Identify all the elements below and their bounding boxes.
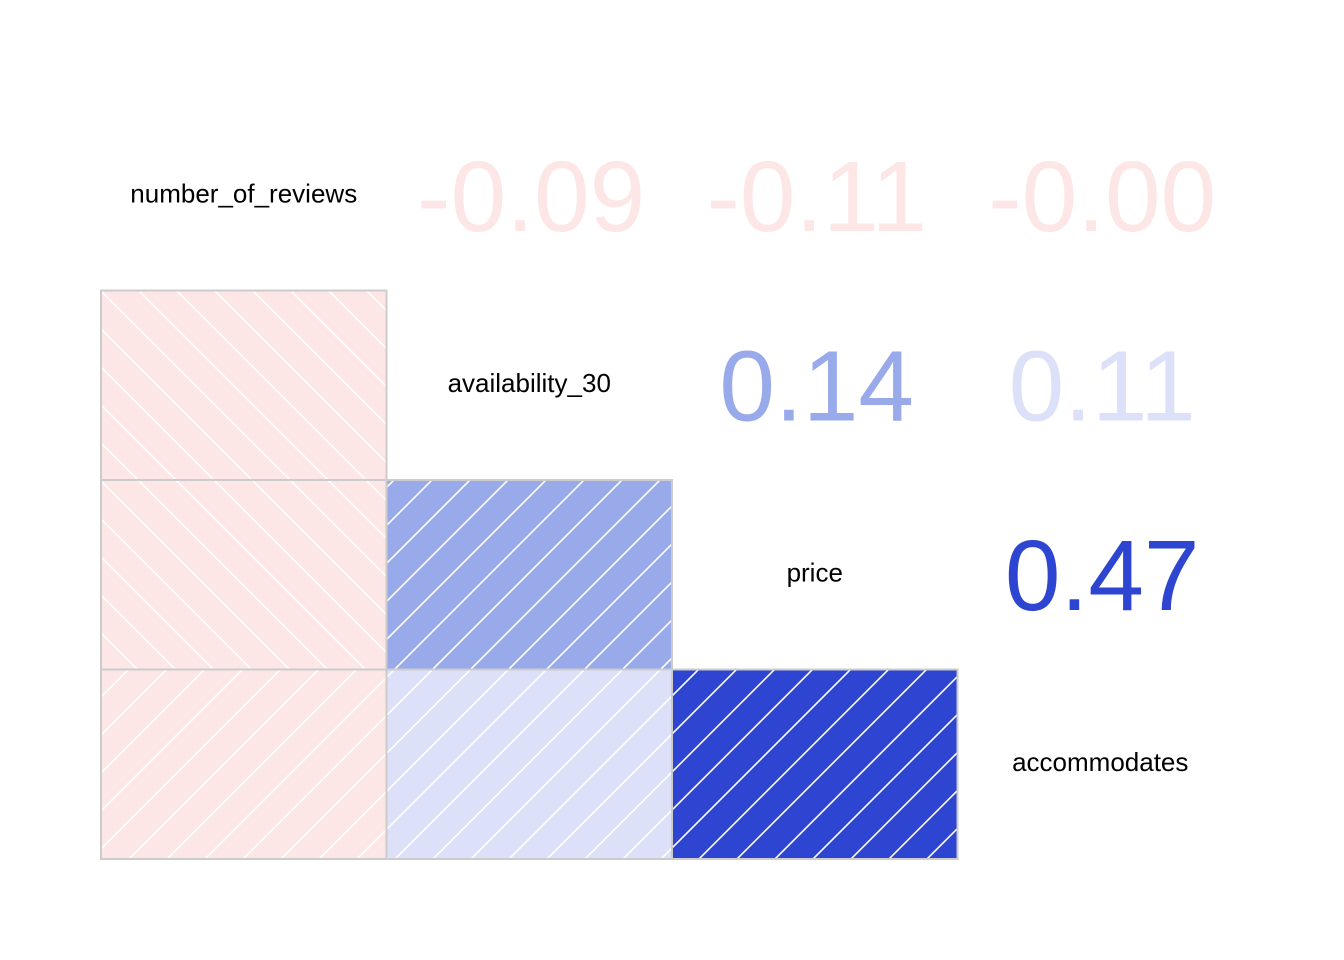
lower-triangle-cells — [100, 289, 959, 860]
correlation-cell-accommodates-number-of-reviews — [100, 668, 388, 860]
variable-label-price: price — [787, 558, 843, 588]
coefficient-label-accommodates-number-of-reviews: -0.00 — [988, 141, 1216, 253]
correlation-cell-availability-30-number-of-reviews — [100, 289, 388, 481]
correlation-cell-accommodates-availability-30 — [385, 668, 673, 860]
coefficient-label-accommodates-availability-30: 0.11 — [1009, 330, 1196, 442]
coefficient-label-price-availability-30: 0.14 — [719, 330, 914, 442]
variable-label-accommodates: accommodates — [1012, 747, 1188, 777]
coefficient-labels: -0.09 -0.11 0.14 -0.00 0.11 0.47 — [417, 141, 1216, 632]
variable-label-number-of-reviews: number_of_reviews — [130, 179, 357, 209]
variable-label-availability-30: availability_30 — [448, 368, 611, 398]
coefficient-label-accommodates-price: 0.47 — [1005, 520, 1200, 632]
correlation-cell-price-availability-30 — [385, 479, 673, 671]
coefficient-label-availability-30-number-of-reviews: -0.09 — [417, 141, 645, 253]
correlation-cell-price-number-of-reviews — [100, 479, 388, 671]
coefficient-label-price-number-of-reviews: -0.11 — [706, 141, 927, 253]
correlation-cell-accommodates-price — [671, 668, 959, 860]
